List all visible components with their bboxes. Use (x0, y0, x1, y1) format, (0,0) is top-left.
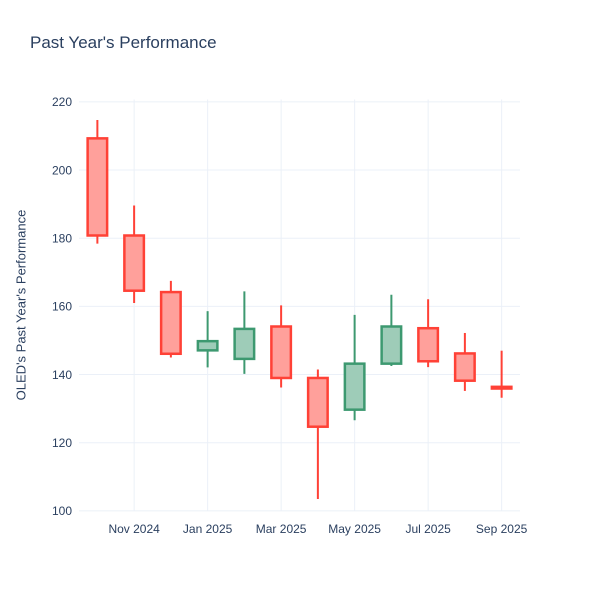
x-tick-label: Jul 2025 (405, 522, 451, 536)
x-tick-label: Jan 2025 (183, 522, 233, 536)
candle-oct-2024[interactable] (86, 119, 109, 244)
candle-body (306, 376, 329, 428)
candle-feb-2025[interactable] (233, 291, 256, 374)
x-tick-label: Mar 2025 (256, 522, 307, 536)
candle-jul-2025[interactable] (417, 299, 440, 368)
candle-aug-2025[interactable] (453, 332, 476, 391)
y-tick-label: 180 (52, 231, 72, 245)
candle-body (417, 326, 440, 363)
y-tick-label: 200 (52, 163, 72, 177)
y-axis-tick-labels: 100 120 140 160 180 200 220 (52, 95, 72, 518)
chart-title: Past Year's Performance (30, 33, 217, 52)
y-tick-label: 100 (52, 504, 72, 518)
x-tick-label: Nov 2024 (108, 522, 160, 536)
candle-jan-2025[interactable] (196, 311, 219, 368)
candle-apr-2025[interactable] (306, 369, 329, 499)
y-tick-label: 220 (52, 95, 72, 109)
candle-body (233, 327, 256, 361)
candle-sep-2025[interactable] (490, 350, 513, 398)
candle-body (159, 290, 182, 356)
candle-dec-2024[interactable] (159, 280, 182, 358)
candle-body (196, 339, 219, 352)
candle-jun-2025[interactable] (380, 294, 403, 367)
candle-body (380, 325, 403, 365)
gridlines (79, 99, 520, 512)
candle-body (123, 234, 146, 292)
candle-body (270, 325, 293, 380)
candles (86, 119, 513, 499)
y-tick-label: 120 (52, 436, 72, 450)
candle-nov-2024[interactable] (123, 205, 146, 303)
x-tick-label: Sep 2025 (476, 522, 528, 536)
candle-body (86, 137, 109, 237)
x-tick-label: May 2025 (328, 522, 381, 536)
y-tick-label: 160 (52, 300, 72, 314)
candle-body (453, 352, 476, 382)
candle-body (343, 362, 366, 411)
y-tick-label: 140 (52, 368, 72, 382)
candle-body (490, 385, 513, 390)
candle-may-2025[interactable] (343, 314, 366, 421)
candle-mar-2025[interactable] (270, 305, 293, 388)
x-axis-tick-labels: Nov 2024 Jan 2025 Mar 2025 May 2025 Jul 2025… (108, 522, 527, 536)
